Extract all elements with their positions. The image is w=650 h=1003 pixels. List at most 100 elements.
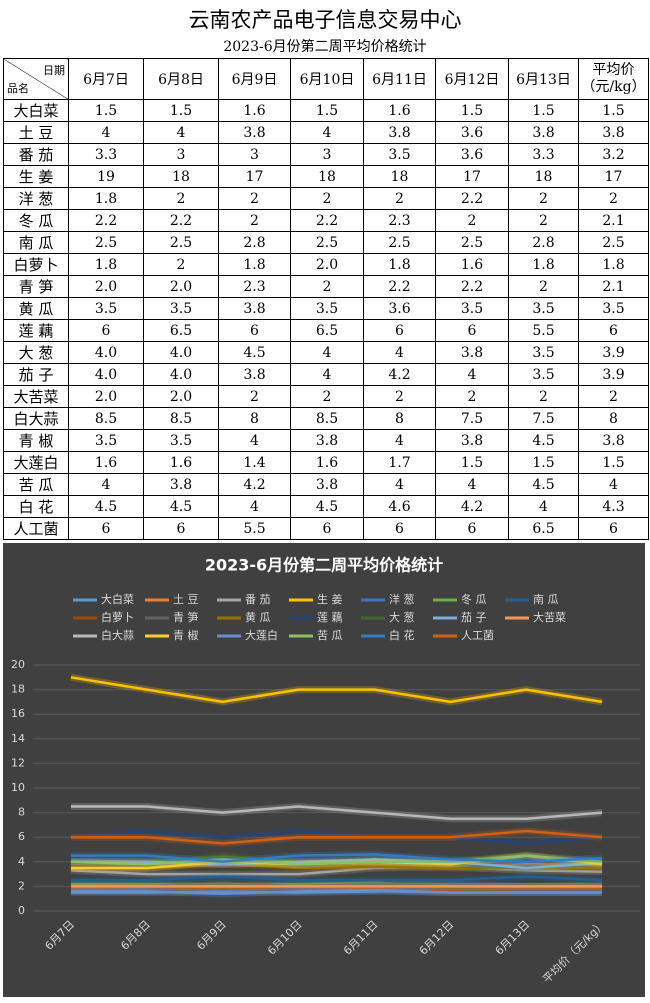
name-cell: 生 姜 — [3, 165, 69, 188]
price-cell: 3.6 — [435, 143, 509, 166]
y-tick-label: 18 — [11, 683, 25, 696]
price-cell: 2 — [435, 385, 509, 408]
y-tick-label: 16 — [11, 707, 25, 720]
price-cell: 2.8 — [218, 231, 291, 254]
price-cell: 5.5 — [218, 517, 291, 540]
price-cell: 2.0 — [68, 385, 144, 408]
price-cell: 7.5 — [508, 407, 579, 430]
price-cell: 4.6 — [363, 495, 436, 518]
price-cell: 2.2 — [68, 209, 144, 232]
price-cell: 2.5 — [435, 231, 509, 254]
legend-label: 南 瓜 — [533, 593, 559, 606]
price-cell: 3.8 — [218, 297, 291, 320]
price-cell: 4.5 — [508, 473, 579, 496]
price-cell: 2.5 — [578, 231, 649, 254]
series-line — [70, 829, 603, 845]
price-cell: 6 — [68, 517, 144, 540]
price-cell: 2 — [143, 187, 219, 210]
y-tick-label: 14 — [11, 732, 25, 745]
column-header: 6月12日 — [435, 58, 509, 100]
price-cell: 1.6 — [363, 99, 436, 122]
table-row: 莲 藕 6 6.5 6 6.5 6 6 5.5 6 — [3, 319, 649, 342]
price-cell: 4 — [363, 473, 436, 496]
price-cell: 4.3 — [578, 495, 649, 518]
legend-label: 洋 葱 — [389, 592, 415, 606]
price-cell: 3 — [290, 143, 364, 166]
price-cell: 4 — [68, 473, 144, 496]
price-cell: 8.5 — [290, 407, 364, 430]
price-cell: 3.8 — [143, 473, 219, 496]
legend-label: 大 葱 — [389, 610, 415, 624]
legend-label: 青 笋 — [173, 610, 199, 624]
price-cell: 3 — [143, 143, 219, 166]
price-cell: 2 — [578, 187, 649, 210]
price-cell: 1.6 — [218, 99, 291, 122]
legend-label: 青 椒 — [173, 628, 199, 642]
series-line — [70, 853, 603, 864]
price-cell: 4.0 — [68, 363, 144, 386]
price-cell: 2.2 — [290, 209, 364, 232]
avg-header-line: 平均价 — [592, 62, 635, 78]
price-cell: 2.5 — [363, 231, 436, 254]
series-line — [70, 865, 603, 876]
price-cell: 1.8 — [578, 253, 649, 276]
legend-label: 生 姜 — [317, 592, 343, 606]
name-cell: 茄 子 — [3, 363, 69, 386]
price-cell: 6 — [578, 319, 649, 342]
series-line — [70, 888, 603, 896]
price-cell: 6 — [218, 319, 291, 342]
price-cell: 8.5 — [143, 407, 219, 430]
price-cell: 5.5 — [508, 319, 579, 342]
y-tick-label: 12 — [11, 756, 25, 769]
price-cell: 2 — [578, 385, 649, 408]
subtitle: 2023-6月份第二周平均价格统计 — [223, 39, 427, 55]
price-cell: 6 — [363, 517, 436, 540]
price-cell: 3.5 — [508, 363, 579, 386]
price-cell: 3.5 — [508, 297, 579, 320]
price-cell: 3.5 — [143, 297, 219, 320]
price-cell: 4 — [363, 341, 436, 364]
price-cell: 1.5 — [435, 99, 509, 122]
table-row: 大 葱 4.0 4.0 4.5 4 4 3.8 3.5 3.9 — [3, 341, 649, 364]
price-cell: 1.6 — [435, 253, 509, 276]
corner-top: 日期 — [43, 64, 65, 77]
price-cell: 3.5 — [143, 429, 219, 452]
price-cell: 3.8 — [290, 473, 364, 496]
series-line — [70, 805, 603, 820]
price-cell: 1.8 — [218, 253, 291, 276]
legend-label: 白萝卜 — [101, 610, 134, 624]
price-cell: 2 — [363, 187, 436, 210]
legend-label: 苦 瓜 — [317, 629, 343, 642]
price-cell: 17 — [435, 165, 509, 188]
price-cell: 2.2 — [143, 209, 219, 232]
price-cell: 17 — [578, 165, 649, 188]
name-cell: 黄 瓜 — [3, 297, 69, 320]
price-cell: 2.5 — [68, 231, 144, 254]
legend-label: 黄 瓜 — [245, 610, 271, 624]
price-cell: 1.5 — [508, 451, 579, 474]
price-cell: 1.5 — [578, 451, 649, 474]
name-cell: 人工菌 — [3, 517, 69, 540]
name-cell: 土 豆 — [3, 121, 69, 144]
table-row: 黄 瓜 3.5 3.5 3.8 3.5 3.6 3.5 3.5 3.5 — [3, 297, 649, 320]
corner-cell: 日期品名 — [3, 58, 69, 100]
corner-bottom: 品名 — [7, 82, 29, 95]
price-cell: 1.4 — [218, 451, 291, 474]
price-cell: 3.5 — [68, 297, 144, 320]
price-cell: 4 — [290, 341, 364, 364]
legend-label: 大莲白 — [245, 628, 278, 642]
price-cell: 1.5 — [578, 99, 649, 122]
price-cell: 7.5 — [435, 407, 509, 430]
y-tick-label: 6 — [18, 830, 25, 843]
column-header: 6月7日 — [68, 58, 144, 100]
name-cell: 洋 葱 — [3, 187, 69, 210]
price-cell: 1.5 — [508, 99, 579, 122]
price-cell: 2 — [218, 385, 291, 408]
column-header: 6月10日 — [290, 58, 364, 100]
price-cell: 2.1 — [578, 275, 649, 298]
price-cell: 3.8 — [290, 429, 364, 452]
price-cell: 2.3 — [363, 209, 436, 232]
legend-label: 白 花 — [389, 628, 415, 642]
name-cell: 冬 瓜 — [3, 209, 69, 232]
price-cell: 2.3 — [218, 275, 291, 298]
